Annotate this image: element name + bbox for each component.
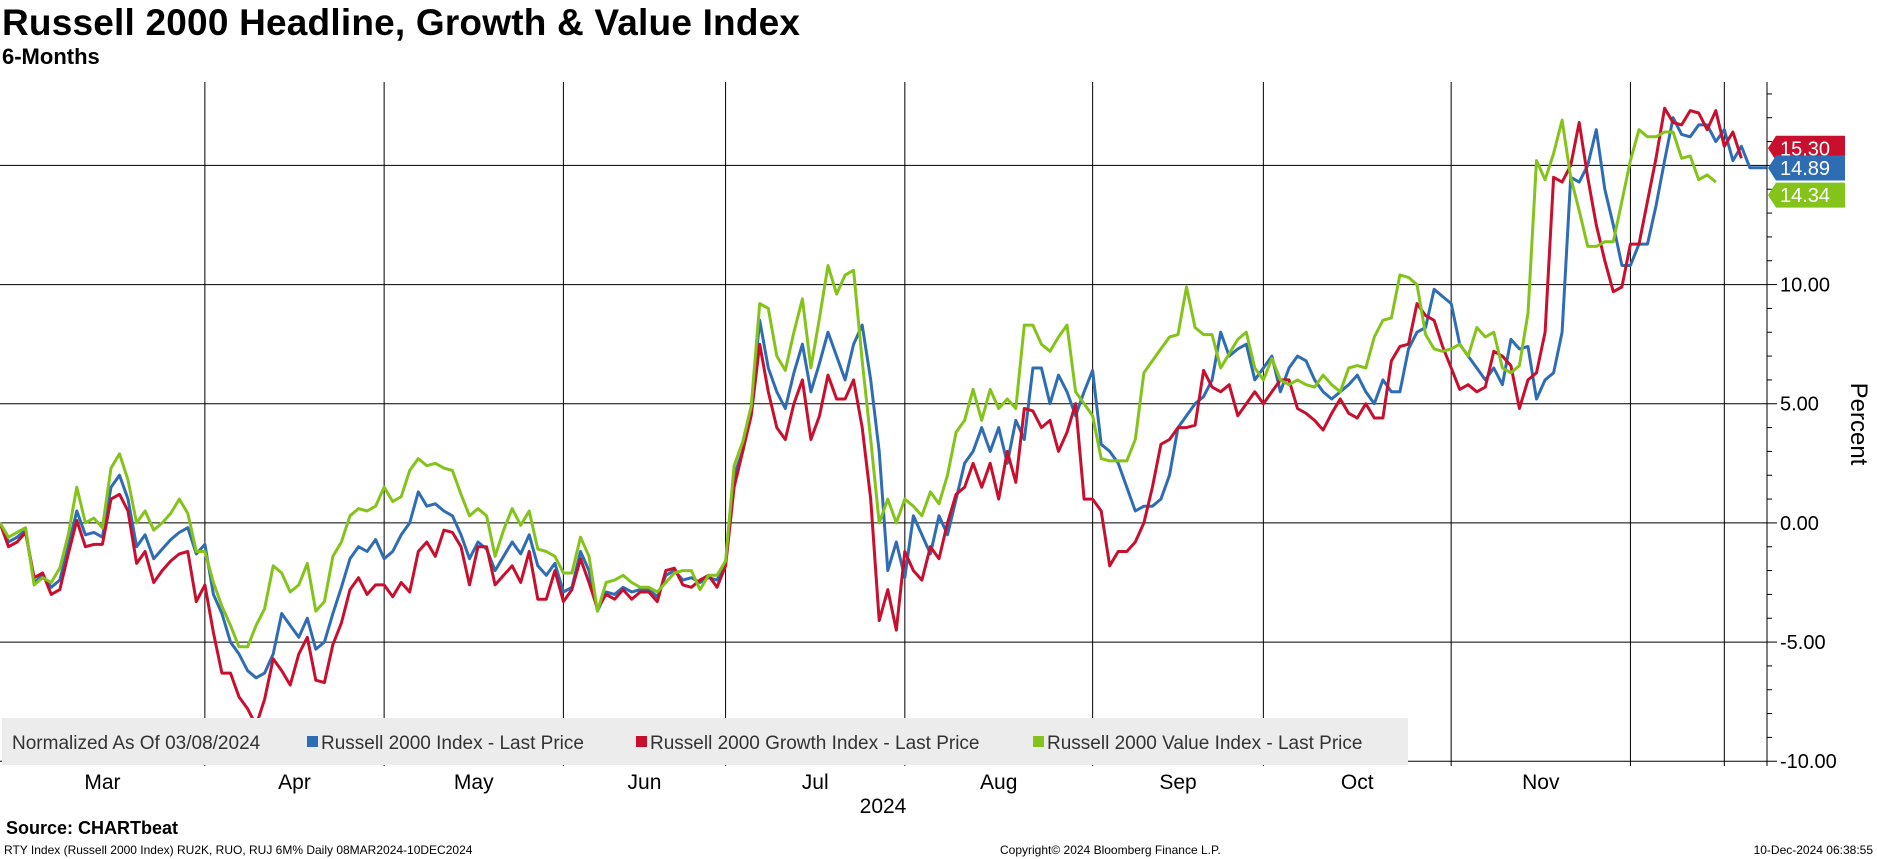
last-value-tags: 15.30 14.34 14.89 <box>1749 135 1845 208</box>
x-tick-label: Oct <box>1341 771 1374 794</box>
legend-swatch-headline <box>307 736 318 747</box>
y-tick-label: -10.00 <box>1780 751 1837 773</box>
legend: Normalized As Of 03/08/2024 Russell 2000… <box>2 718 1408 765</box>
x-tick-label: Jun <box>628 771 662 794</box>
x-tick-label: Nov <box>1522 771 1560 794</box>
series-line-growth <box>0 106 1743 727</box>
y-axis: -10.00 -5.00 0.00 5.00 10.00 <box>1766 82 1837 773</box>
footer-timestamp: 10-Dec-2024 06:38:55 <box>1753 843 1873 857</box>
x-tick-label: May <box>454 771 494 794</box>
footer-copyright: Copyright© 2024 Bloomberg Finance L.P. <box>1000 843 1221 857</box>
x-tick-label: Jul <box>802 771 829 794</box>
x-axis-year-label: 2024 <box>860 795 907 818</box>
x-tick-label: Apr <box>278 771 311 794</box>
footer-description: RTY Index (Russell 2000 Index) RU2K, RUO… <box>4 843 473 857</box>
x-tick-label: Sep <box>1159 771 1196 794</box>
legend-label-headline: Russell 2000 Index - Last Price <box>321 733 584 754</box>
x-tick-label: Mar <box>84 771 120 794</box>
y-axis-label: Percent <box>1845 383 1872 466</box>
y-tick-label: -5.00 <box>1780 632 1826 654</box>
last-value-label-growth: 15.30 <box>1780 138 1830 160</box>
last-value-label-headline: 14.89 <box>1780 158 1830 180</box>
y-tick-label: 0.00 <box>1780 513 1819 535</box>
legend-swatch-value <box>1033 736 1044 747</box>
series-line-value <box>0 118 1717 649</box>
last-value-tag-value <box>1768 182 1845 208</box>
grid <box>0 82 1767 766</box>
legend-swatch-growth <box>636 736 647 747</box>
y-tick-label: 10.00 <box>1780 275 1830 297</box>
x-tick-label: Aug <box>980 771 1017 794</box>
y-tick-label: 5.00 <box>1780 394 1819 416</box>
legend-background <box>2 718 1408 765</box>
source-note: Source: CHARTbeat <box>6 818 179 838</box>
x-axis: Mar Apr May Jun Jul Aug Sep Oct Nov <box>84 771 1560 794</box>
last-value-tag-growth <box>1768 135 1845 161</box>
legend-label-value: Russell 2000 Value Index - Last Price <box>1047 733 1362 754</box>
legend-label-growth: Russell 2000 Growth Index - Last Price <box>650 733 980 754</box>
series-lines <box>0 106 1767 727</box>
series-line-headline <box>0 116 1767 680</box>
chart-title: Russell 2000 Headline, Growth & Value In… <box>2 2 801 43</box>
legend-prefix: Normalized As Of 03/08/2024 <box>12 733 261 754</box>
last-value-tag-headline <box>1768 155 1845 181</box>
last-value-label-value: 14.34 <box>1780 185 1830 207</box>
chart-subtitle: 6-Months <box>2 44 100 69</box>
